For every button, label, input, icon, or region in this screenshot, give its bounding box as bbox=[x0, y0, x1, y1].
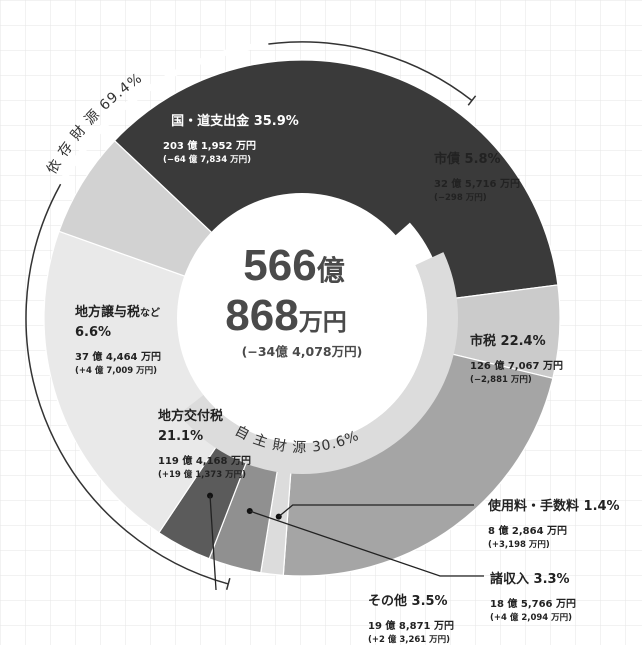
label-amount-shisai: 32 億 5,716 万円 bbox=[434, 177, 520, 190]
label-shisai: 市債 5.8% 32 億 5,716 万円 (−298 万円) bbox=[434, 151, 520, 203]
label-change-shizei: (−2,881 万円) bbox=[470, 375, 532, 385]
label-change-kokudou: (−64 億 7,834 万円) bbox=[163, 154, 251, 165]
inner-circle-group: 自 主 財 源 30.6% bbox=[177, 193, 459, 474]
total-man-unit: 万円 bbox=[299, 309, 347, 336]
label-change-shoshunyu: (+4 億 2,094 万円) bbox=[490, 612, 572, 623]
label-amount-kokudou: 203 億 1,952 万円 bbox=[163, 139, 256, 152]
label-shoshunyu: 諸収入 3.3% 18 億 5,766 万円 (+4 億 2,094 万円) bbox=[490, 571, 576, 623]
label-sonota: その他 3.5% 19 億 8,871 万円 (+2 億 3,261 万円) bbox=[368, 593, 454, 645]
label-name-sonota: その他 3.5% bbox=[368, 593, 448, 609]
izon-bracket-arc bbox=[25, 41, 473, 585]
label-change-joyozei: (+4 億 7,009 万円) bbox=[75, 365, 157, 376]
label-name-joyozei: 地方譲与税など bbox=[75, 304, 160, 320]
label-percent-joyozei: 6.6% bbox=[75, 325, 111, 340]
izon-bracket-tick bbox=[225, 577, 231, 590]
label-change-kofuzei: (+19 億 1,373 万円) bbox=[158, 469, 246, 480]
label-name-shiyoryo: 使用料・手数料 1.4% bbox=[487, 498, 620, 514]
callout-lines bbox=[207, 492, 484, 591]
label-amount-kofuzei: 119 億 4,168 万円 bbox=[158, 454, 251, 467]
total-man: 868万円 bbox=[225, 291, 346, 340]
label-shiyoryo: 使用料・手数料 1.4% 8 億 2,864 万円 (+3,198 万円) bbox=[487, 498, 620, 550]
label-amount-shoshunyu: 18 億 5,766 万円 bbox=[490, 597, 576, 610]
callout-line-shiyoryo bbox=[278, 504, 474, 518]
label-shizei: 市税 22.4% 126 億 7,067 万円 (−2,881 万円) bbox=[470, 333, 563, 385]
label-name-shisai: 市債 5.8% bbox=[434, 151, 501, 167]
label-change-sonota: (+2 億 3,261 万円) bbox=[368, 634, 450, 645]
izon-bracket-tick bbox=[467, 95, 477, 106]
label-amount-shizei: 126 億 7,067 万円 bbox=[470, 359, 563, 372]
label-change-shiyoryo: (+3,198 万円) bbox=[488, 540, 550, 550]
label-kofuzei: 地方交付税 21.1% 119 億 4,168 万円 (+19 億 1,373 万円) bbox=[158, 408, 251, 480]
total-label: 566億 868万円 (−34億 4,078万円) bbox=[225, 241, 362, 359]
total-man-number: 868 bbox=[225, 291, 298, 340]
center-hole bbox=[177, 193, 427, 443]
label-kokudou: 国・道支出金 35.9% 203 億 1,952 万円 (−64 億 7,834 万… bbox=[163, 113, 299, 165]
label-suffix-joyozei: など bbox=[140, 306, 160, 319]
label-name-shoshunyu: 諸収入 3.3% bbox=[490, 571, 570, 587]
label-name-kofuzei: 地方交付税 bbox=[158, 408, 223, 424]
label-amount-shiyoryo: 8 億 2,864 万円 bbox=[488, 524, 567, 537]
label-joyozei: 地方譲与税など 6.6% 37 億 4,464 万円 (+4 億 7,009 万円) bbox=[75, 304, 161, 376]
jishu-inner-ring bbox=[179, 252, 459, 474]
label-amount-joyozei: 37 億 4,464 万円 bbox=[75, 350, 161, 363]
total-oku-number: 566 bbox=[243, 241, 316, 290]
izon-bracket-mask bbox=[57, 41, 269, 186]
label-name-shizei: 市税 22.4% bbox=[470, 333, 546, 349]
label-percent-kofuzei: 21.1% bbox=[158, 429, 203, 444]
label-change-shisai: (−298 万円) bbox=[434, 193, 487, 203]
callout-line-shoshunyu bbox=[249, 510, 484, 577]
segment-labels: 国・道支出金 35.9% 203 億 1,952 万円 (−64 億 7,834 万… bbox=[75, 113, 620, 645]
label-amount-sonota: 19 億 8,871 万円 bbox=[368, 619, 454, 632]
total-oku-unit: 億 bbox=[317, 255, 345, 286]
total-change: (−34億 4,078万円) bbox=[242, 344, 363, 359]
total-oku: 566億 bbox=[243, 241, 344, 290]
label-name-kokudou: 国・道支出金 35.9% bbox=[171, 113, 299, 129]
callout-line-sonota bbox=[209, 495, 217, 591]
